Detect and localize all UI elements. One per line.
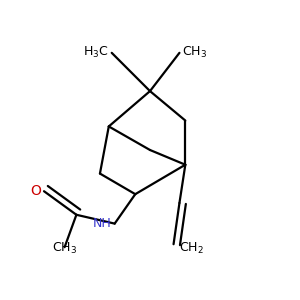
Text: CH$_3$: CH$_3$ [182,45,208,60]
Text: CH$_3$: CH$_3$ [52,241,77,256]
Text: O: O [30,184,41,198]
Text: H$_3$C: H$_3$C [83,45,109,60]
Text: NH: NH [93,217,112,230]
Text: CH$_2$: CH$_2$ [179,241,204,256]
